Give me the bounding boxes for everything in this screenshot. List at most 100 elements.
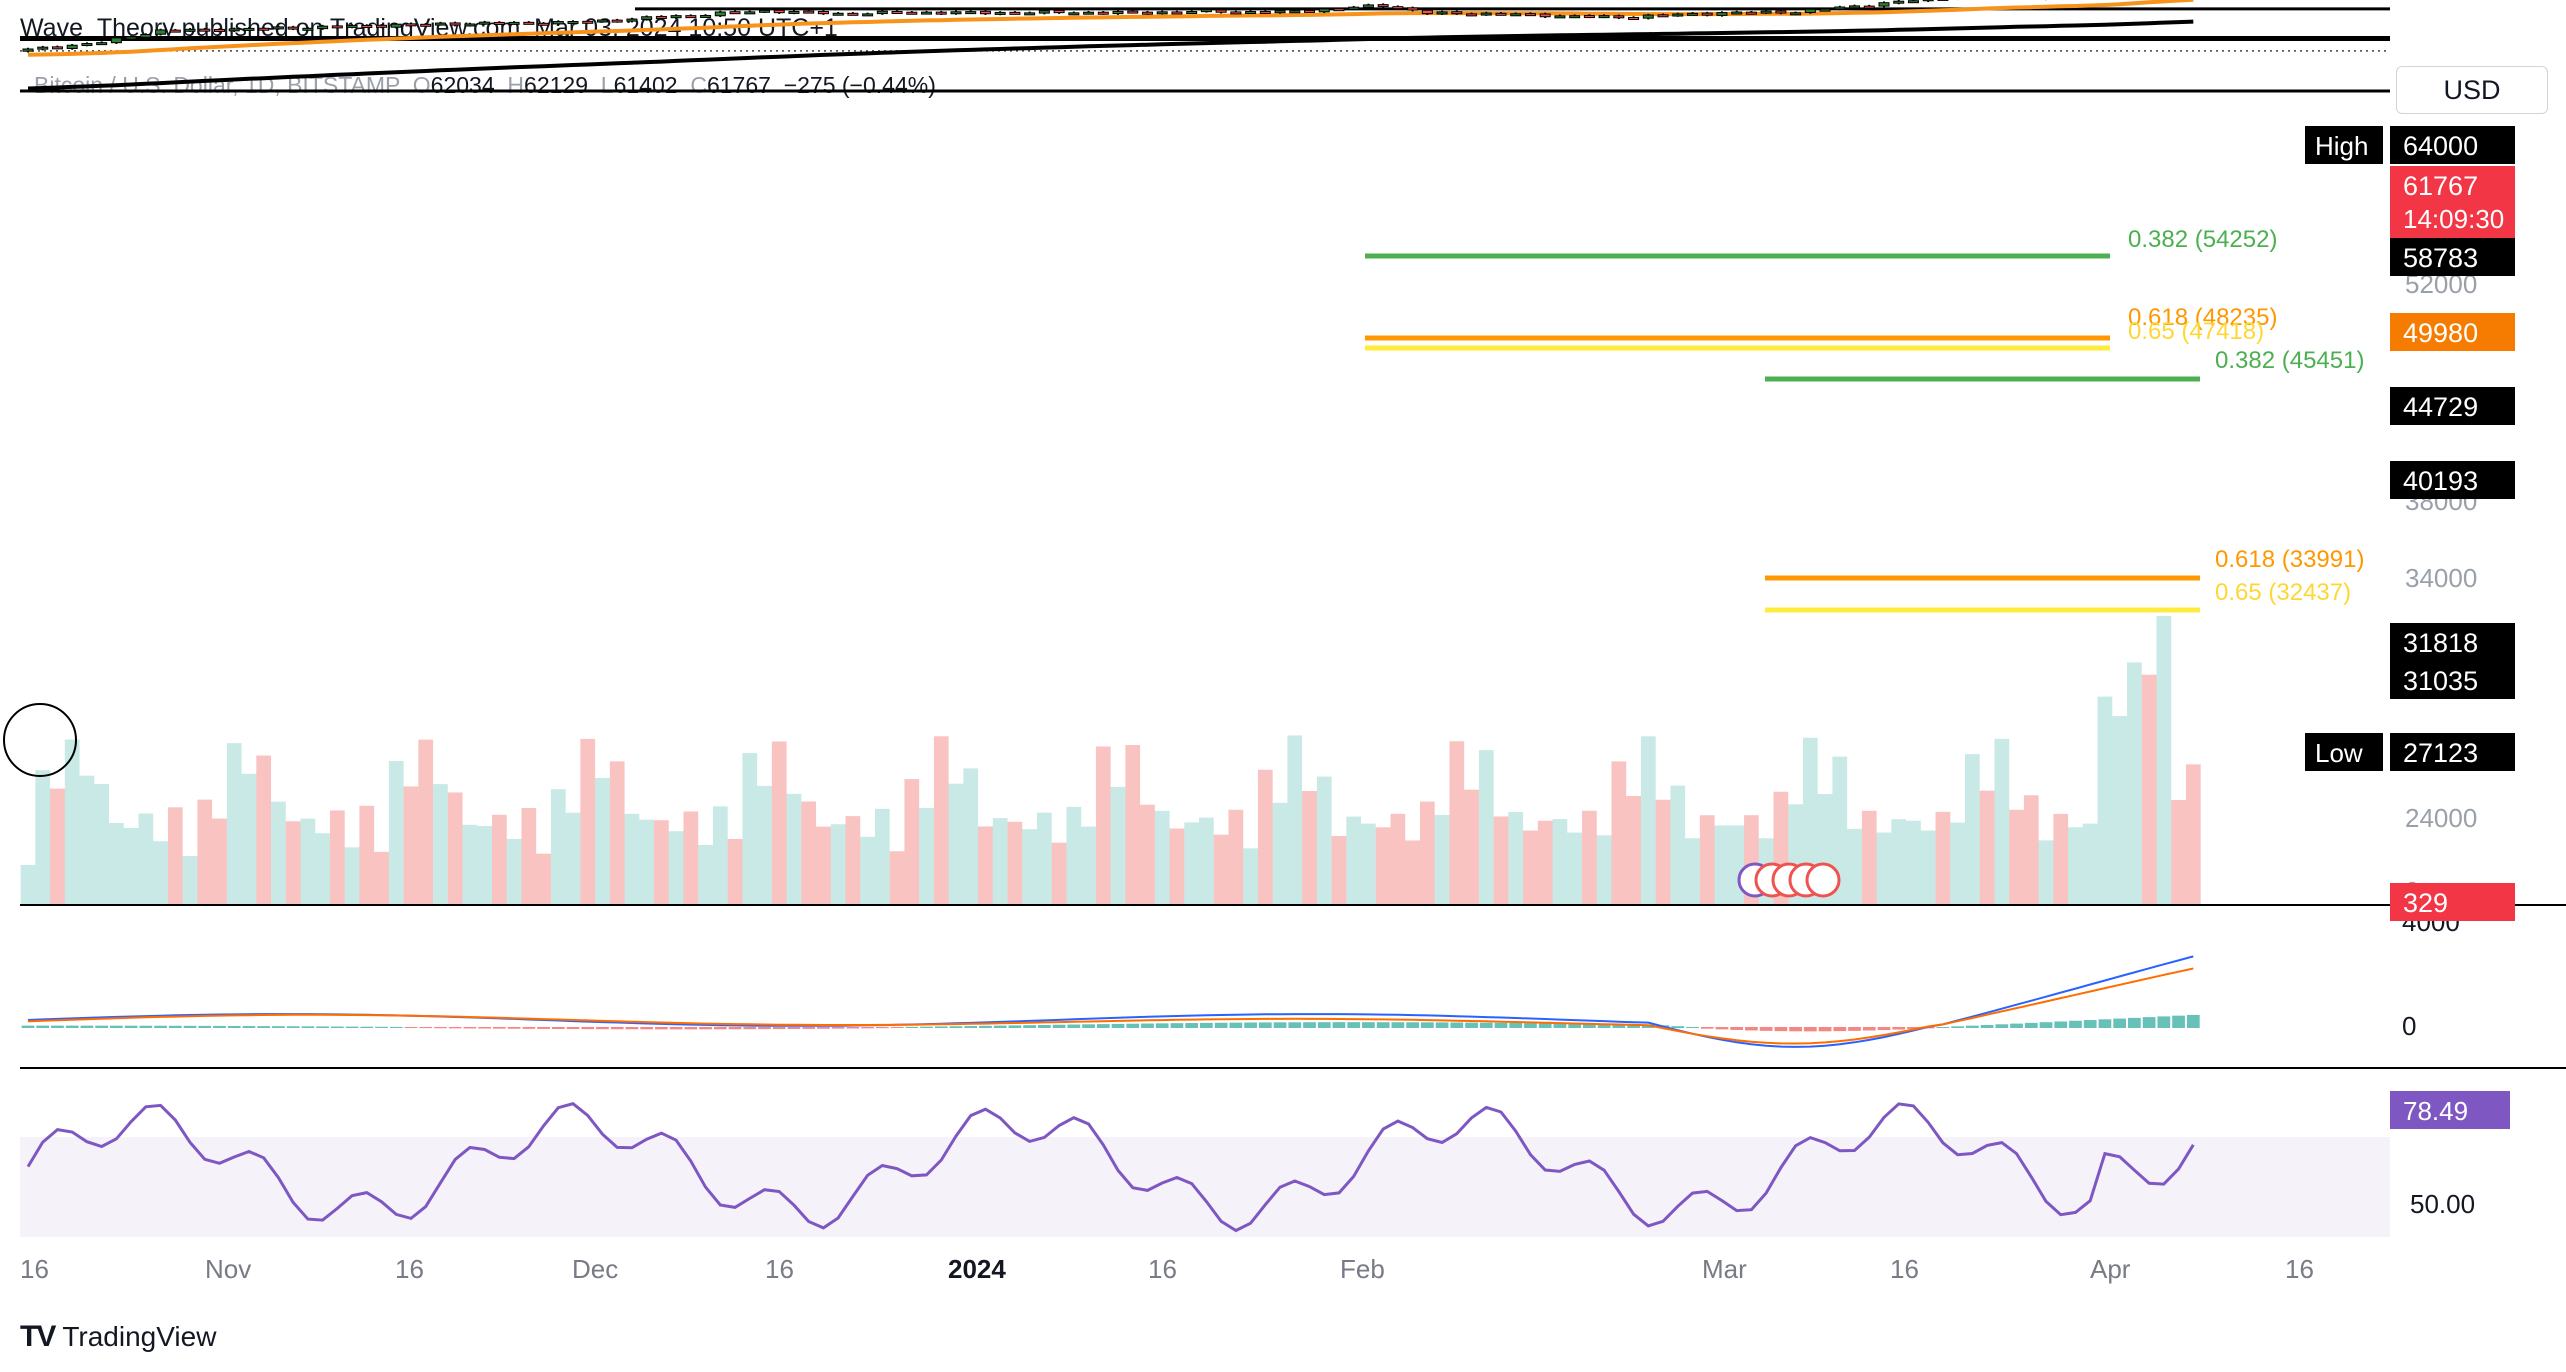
macd-histogram-bar bbox=[2113, 1018, 2127, 1028]
volume-bar bbox=[609, 761, 625, 905]
macd-histogram-bar bbox=[551, 1027, 565, 1029]
macd-histogram-bar bbox=[1023, 1025, 1037, 1028]
rsi-pane: 50.00 78.49 bbox=[20, 1091, 2510, 1237]
macd-histogram-bar bbox=[1892, 1027, 1906, 1030]
highlight-circle bbox=[3, 703, 77, 777]
macd-histogram-bar bbox=[316, 1026, 329, 1028]
rsi-line bbox=[26, 1102, 2195, 1233]
volume-bar bbox=[1478, 750, 1494, 905]
volume-bar bbox=[1508, 811, 1524, 905]
macd-histogram-bar bbox=[993, 1025, 1007, 1028]
tradingview-logo[interactable]: TV TradingView bbox=[20, 1320, 216, 1354]
macd-histogram-bar bbox=[699, 1027, 712, 1030]
volume-bar bbox=[374, 851, 389, 905]
candle-body bbox=[1731, 11, 1743, 15]
volume-bar bbox=[2127, 662, 2142, 905]
volume-bar bbox=[1361, 823, 1376, 905]
volume-bar bbox=[491, 814, 507, 905]
macd-histogram-bar bbox=[566, 1027, 580, 1030]
candle-body bbox=[1156, 11, 1168, 15]
volume-bar bbox=[1390, 813, 1406, 905]
candle-body bbox=[317, 25, 329, 30]
price-badge-value: 49980 bbox=[2403, 318, 2478, 348]
price-tag-label: High bbox=[2315, 131, 2368, 161]
volume-bar bbox=[771, 741, 787, 905]
macd-histogram-bar bbox=[758, 1027, 771, 1030]
volume-bar bbox=[182, 856, 198, 905]
candle-body bbox=[1245, 10, 1257, 14]
macd-histogram-bar bbox=[610, 1027, 624, 1030]
price-badge bbox=[2390, 166, 2515, 238]
candle-body bbox=[405, 23, 417, 27]
volume-bar bbox=[1920, 830, 1936, 905]
volume-bar bbox=[241, 773, 257, 905]
candle-body bbox=[1495, 12, 1507, 16]
price-tag-label: Low bbox=[2315, 738, 2363, 768]
macd-histogram-bar bbox=[1465, 1022, 1478, 1028]
macd-histogram-bar bbox=[1303, 1022, 1316, 1028]
macd-histogram-bar bbox=[1877, 1027, 1891, 1031]
candle-body bbox=[287, 26, 299, 30]
rsi-value-label: 78.49 bbox=[2403, 1096, 2468, 1126]
candle-body bbox=[228, 28, 240, 32]
volume-bar bbox=[329, 810, 345, 905]
macd-histogram-bar bbox=[492, 1027, 506, 1029]
macd-histogram-bar bbox=[2128, 1017, 2141, 1028]
macd-histogram-bar bbox=[1362, 1022, 1375, 1028]
price-badge-value: 329 bbox=[2403, 888, 2448, 918]
volume-bar bbox=[874, 808, 890, 905]
price-badge bbox=[2390, 313, 2515, 351]
candle-body bbox=[759, 9, 770, 13]
event-flag-icon bbox=[1805, 862, 1841, 898]
macd-histogram-bar bbox=[1568, 1023, 1582, 1028]
macd-histogram-bar bbox=[1759, 1027, 1773, 1031]
macd-histogram-bar bbox=[360, 1026, 374, 1028]
candle-body bbox=[1392, 6, 1404, 10]
macd-histogram-bar bbox=[21, 1025, 35, 1028]
fib-label: 0.382 (54252) bbox=[2128, 226, 2277, 253]
macd-histogram-bar bbox=[227, 1025, 241, 1028]
macd-histogram-bar bbox=[1008, 1025, 1022, 1028]
tradingview-brand: TradingView bbox=[62, 1321, 217, 1352]
candle-body bbox=[125, 36, 137, 40]
volume-bar bbox=[1184, 822, 1200, 905]
macd-histogram-bar bbox=[65, 1025, 79, 1028]
candle-body bbox=[1863, 5, 1875, 9]
price-badge bbox=[2390, 461, 2515, 499]
macd-histogram-bar bbox=[1553, 1023, 1567, 1028]
volume-bar bbox=[1464, 789, 1479, 905]
currency-selector[interactable]: USD bbox=[2396, 66, 2548, 114]
volume-bar bbox=[889, 851, 905, 905]
volume-bar bbox=[1140, 804, 1155, 905]
macd-histogram-bar bbox=[1848, 1027, 1861, 1031]
volume-bar bbox=[1095, 746, 1111, 905]
macd-histogram-bar bbox=[1155, 1023, 1169, 1028]
volume-bar bbox=[668, 831, 684, 905]
volume-bar bbox=[2185, 764, 2201, 905]
price-badge bbox=[2390, 733, 2515, 771]
volume-bar bbox=[1375, 827, 1391, 905]
volume-bar bbox=[462, 824, 478, 905]
candle-body bbox=[1318, 8, 1330, 13]
price-badge bbox=[2390, 387, 2515, 425]
volume-bar bbox=[2023, 795, 2039, 905]
time-axis-tick: Dec bbox=[572, 1254, 618, 1284]
macd-histogram-bar bbox=[80, 1025, 94, 1028]
volume-bar bbox=[1228, 809, 1244, 905]
time-axis-tick: 16 bbox=[2285, 1254, 2314, 1284]
event-icons bbox=[1737, 862, 1841, 898]
candle-body bbox=[1539, 13, 1551, 18]
volume-bar bbox=[536, 853, 551, 905]
volume-bar bbox=[2171, 799, 2186, 905]
candle-body bbox=[1141, 11, 1153, 15]
candle-body bbox=[390, 23, 402, 28]
macd-histogram-bar bbox=[1612, 1024, 1626, 1028]
volume-bar bbox=[1257, 769, 1273, 905]
macd-histogram-bar bbox=[1597, 1023, 1611, 1028]
volume-bar bbox=[1213, 834, 1229, 905]
macd-histogram-bar bbox=[1803, 1027, 1817, 1032]
volume-bar bbox=[1419, 801, 1435, 905]
time-axis-tick: 16 bbox=[765, 1254, 794, 1284]
macd-histogram-bar bbox=[51, 1025, 64, 1028]
